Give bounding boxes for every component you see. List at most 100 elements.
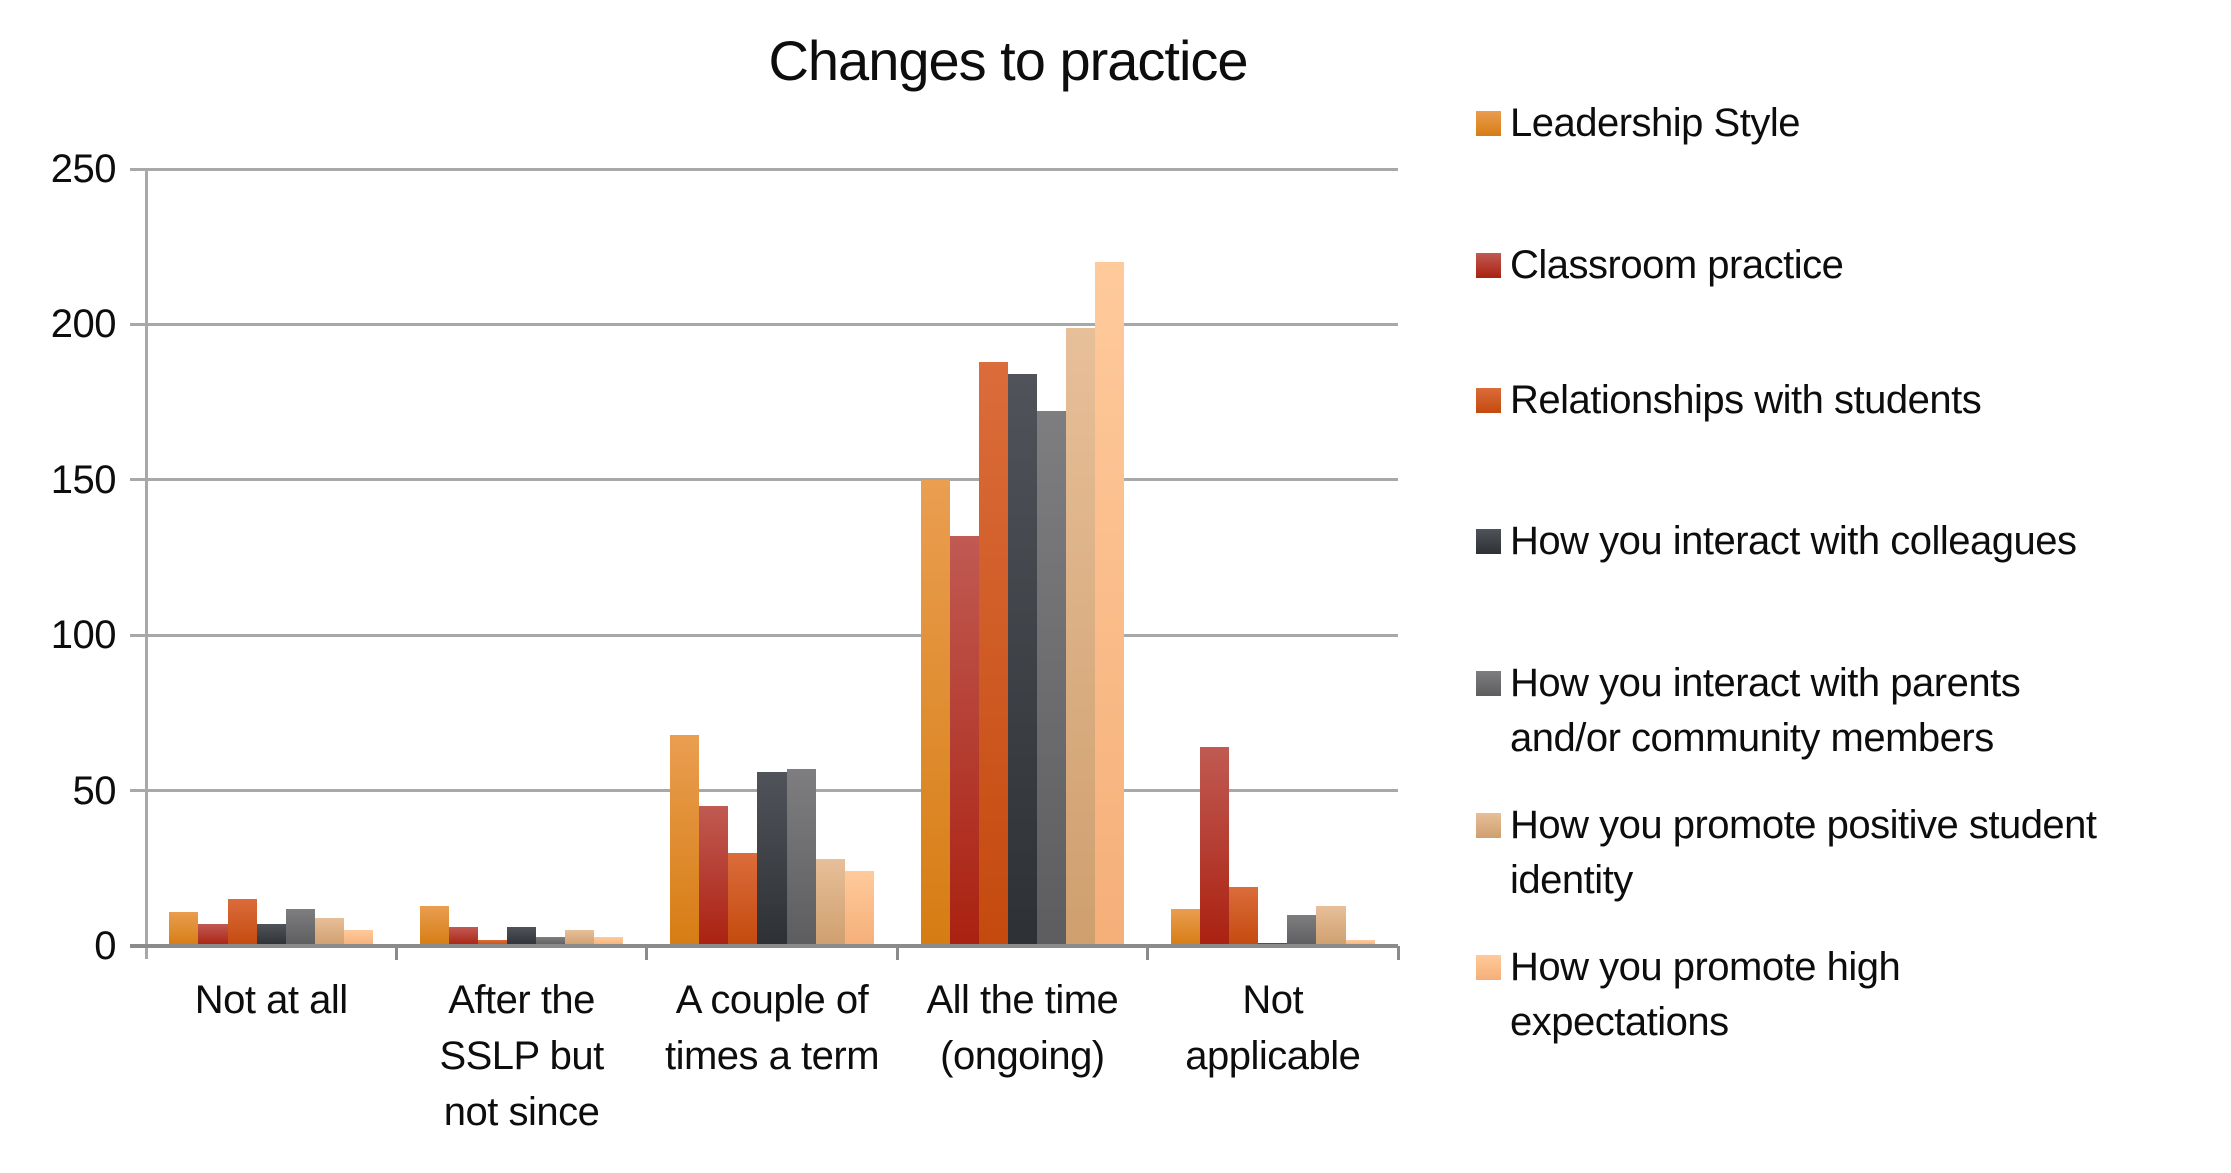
legend-swatch [1476, 388, 1501, 413]
x-axis-label-line: After the [448, 978, 595, 1022]
bar [670, 734, 700, 946]
bar [169, 911, 199, 946]
legend-label-line: Leadership Style [1510, 101, 1800, 145]
x-axis-label: All the time (ongoing) [897, 972, 1147, 1084]
bar [1007, 374, 1037, 946]
legend-label: How you interact with parents and/or comm… [1510, 656, 2021, 766]
bar [728, 852, 758, 946]
legend-item: How you promote high expectations [1476, 940, 1901, 1050]
bar [536, 936, 566, 946]
legend-item: How you interact with parents and/or comm… [1476, 656, 2021, 766]
bar [419, 905, 449, 946]
bar [699, 806, 729, 946]
y-axis-label: 100 [50, 613, 117, 658]
bar [285, 908, 315, 946]
bar [844, 871, 874, 946]
x-axis-tick [1396, 946, 1400, 960]
bar [198, 924, 228, 946]
bar [477, 939, 508, 946]
legend-label-line: How you interact with parents [1510, 661, 2021, 705]
legend-item: Relationships with students [1476, 373, 1982, 428]
x-axis-label-line: (ongoing) [940, 1034, 1105, 1078]
bar [786, 768, 816, 946]
legend-swatch [1476, 529, 1501, 554]
legend-label: Leadership Style [1510, 96, 1800, 151]
x-axis-label-line: applicable [1185, 1034, 1361, 1078]
legend-label: How you promote positive student identity [1510, 798, 2097, 908]
x-axis-tick [895, 946, 899, 960]
legend-label-line: Relationships with students [1510, 378, 1982, 422]
plot-area [146, 169, 1398, 946]
x-axis-label-line: SSLP but [439, 1034, 604, 1078]
bar [314, 918, 344, 946]
x-axis-tick [394, 946, 398, 960]
bar [757, 771, 787, 946]
x-axis-label-line: not since [443, 1090, 600, 1134]
bar [507, 927, 537, 946]
bar [1170, 908, 1201, 946]
gridline-150 [130, 478, 1398, 482]
legend-swatch [1476, 671, 1501, 696]
chart-title: Changes to practice [768, 29, 1248, 92]
legend-label-line: How you promote positive student [1510, 803, 2097, 847]
bar [1345, 939, 1375, 946]
legend-item: How you interact with colleagues [1476, 514, 2077, 569]
gridline-200 [130, 322, 1398, 326]
legend-item: How you promote positive student identity [1476, 798, 2097, 908]
bar [978, 361, 1008, 946]
x-axis-label-line: All the time [926, 978, 1119, 1022]
bar [1200, 747, 1230, 946]
gridline-100 [130, 633, 1398, 637]
bar [227, 899, 257, 946]
x-axis-label: After the SSLP but not since [396, 972, 646, 1140]
legend-item: Classroom practice [1476, 238, 1844, 293]
bar [1095, 262, 1125, 946]
y-axis-label: 250 [50, 147, 117, 191]
x-axis-label: Not at all [146, 972, 396, 1028]
x-axis-tick [645, 946, 649, 960]
legend-label-line: and/or community members [1510, 716, 1994, 760]
bar [256, 924, 286, 946]
x-axis-line [130, 944, 1398, 948]
legend-swatch [1476, 955, 1501, 980]
bar [1066, 327, 1096, 946]
legend-label-line: expectations [1510, 1000, 1729, 1044]
x-axis-label: A couple of times a term [647, 972, 897, 1084]
x-axis-tick [1146, 946, 1150, 960]
x-axis-label-line: A couple of [675, 978, 869, 1022]
bar [815, 858, 845, 946]
y-axis-label: 200 [50, 302, 117, 347]
bar [1316, 905, 1346, 946]
chart-legend: Leadership Style Classroom practice Relati… [1476, 0, 2221, 1173]
bar [920, 479, 950, 946]
legend-label-line: identity [1510, 858, 1633, 902]
legend-item: Leadership Style [1476, 96, 1800, 151]
bar [448, 927, 478, 946]
legend-label: How you promote high expectations [1510, 940, 1901, 1050]
x-axis-label: Not applicable [1148, 972, 1398, 1084]
legend-label: Classroom practice [1510, 238, 1844, 293]
legend-label: Relationships with students [1510, 373, 1982, 428]
bar [1036, 411, 1067, 946]
legend-label-line: How you promote high [1510, 945, 1901, 989]
bar [594, 936, 624, 946]
y-axis-label: 150 [50, 457, 117, 502]
legend-label-line: Classroom practice [1510, 243, 1844, 287]
bar [1229, 886, 1259, 946]
bar [949, 535, 979, 946]
legend-label: How you interact with colleagues [1510, 514, 2077, 569]
legend-swatch [1476, 253, 1501, 278]
x-axis-label-line: Not at all [194, 978, 348, 1022]
bar [1287, 914, 1317, 946]
legend-swatch [1476, 111, 1501, 136]
legend-label-line: How you interact with colleagues [1510, 519, 2077, 563]
x-axis-label-line: times a term [664, 1034, 880, 1078]
gridline-250 [130, 167, 1398, 171]
y-axis-label: 50 [72, 768, 117, 813]
x-axis-label-line: Not [1242, 978, 1304, 1022]
y-axis-line [144, 169, 148, 959]
y-axis-label: 0 [94, 924, 116, 968]
legend-swatch [1476, 813, 1501, 838]
bar [343, 930, 374, 946]
